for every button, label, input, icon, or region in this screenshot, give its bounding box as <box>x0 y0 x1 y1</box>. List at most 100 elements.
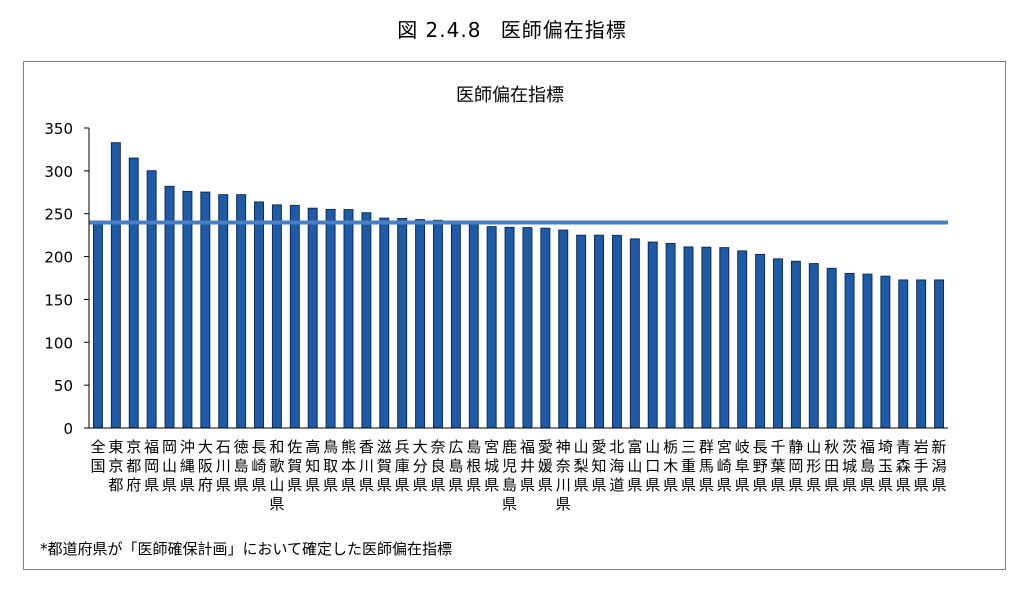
bar-4 <box>146 170 157 429</box>
bar-18 <box>397 218 408 429</box>
bar-34 <box>683 246 694 429</box>
x-tick-label-23: 宮城県 <box>484 438 499 494</box>
bar-31 <box>629 238 640 429</box>
x-tick-label-33: 栃木県 <box>663 438 678 494</box>
x-tick-label-9: 徳島県 <box>234 438 249 494</box>
x-tick-label-28: 山梨県 <box>574 438 589 494</box>
bar-24 <box>504 226 515 429</box>
bar-9 <box>236 194 247 429</box>
bar-33 <box>665 242 676 429</box>
x-tick-label-18: 兵庫県 <box>395 438 410 494</box>
bar-44 <box>862 273 873 429</box>
bar-29 <box>594 234 605 429</box>
bar-30 <box>611 234 622 429</box>
x-tick-label-27: 神奈川県 <box>556 438 571 513</box>
y-tick-label: 100 <box>44 334 73 352</box>
figure-number: 図 2.4.8 <box>397 18 482 42</box>
y-tick-label: 50 <box>54 377 73 395</box>
chart-title: 医師偏在指標 <box>456 85 564 106</box>
x-tick-label-7: 大阪府 <box>198 438 213 494</box>
bar-48 <box>934 279 945 429</box>
x-tick-label-20: 奈良県 <box>430 438 445 494</box>
bar-26 <box>540 227 551 429</box>
x-tick-label-30: 北海道 <box>609 438 624 494</box>
bar-16 <box>361 212 372 429</box>
bar-45 <box>880 275 891 429</box>
bar-6 <box>182 190 193 429</box>
bar-32 <box>647 241 658 429</box>
x-tick-label-35: 群馬県 <box>699 438 714 494</box>
bar-47 <box>916 279 927 429</box>
bar-17 <box>379 217 390 429</box>
x-tick-label-3: 京都府 <box>126 438 141 494</box>
bar-22 <box>468 222 479 429</box>
bar-15 <box>343 209 354 429</box>
x-tick-label-24: 鹿児島県 <box>502 438 517 513</box>
x-tick-label-41: 山形県 <box>806 438 821 494</box>
bar-1 <box>92 221 103 429</box>
x-tick-label-32: 山口県 <box>645 438 660 494</box>
bar-8 <box>218 194 229 429</box>
x-tick-label-26: 愛媛県 <box>538 438 553 494</box>
x-tick-label-36: 宮崎県 <box>717 438 732 494</box>
bar-21 <box>450 220 461 429</box>
x-tick-label-15: 熊本県 <box>341 438 356 494</box>
x-tick-label-2: 東京都 <box>108 438 123 494</box>
bar-12 <box>289 204 300 429</box>
x-tick-label-21: 広島県 <box>448 438 463 494</box>
x-tick-label-6: 沖縄県 <box>180 438 195 494</box>
x-tick-label-46: 青森県 <box>896 438 911 494</box>
x-tick-label-48: 新潟県 <box>932 438 947 494</box>
bar-20 <box>432 219 443 429</box>
x-tick-label-16: 香川県 <box>359 438 374 494</box>
bar-27 <box>558 229 569 429</box>
x-tick-label-39: 千葉県 <box>770 438 785 494</box>
bar-2 <box>110 142 121 429</box>
x-tick-label-19: 大分県 <box>413 438 428 494</box>
bar-11 <box>271 204 282 429</box>
x-tick-label-1: 全国 <box>90 438 105 475</box>
bar-19 <box>415 219 426 429</box>
x-tick-label-47: 岩手県 <box>914 438 929 494</box>
x-tick-label-10: 長崎県 <box>252 438 267 494</box>
bar-40 <box>790 260 801 429</box>
y-tick-label: 0 <box>63 420 73 438</box>
x-tick-label-12: 佐賀県 <box>287 438 302 494</box>
bar-37 <box>737 250 748 429</box>
y-tick-label: 200 <box>44 249 73 267</box>
footnote: *都道府県が「医師確保計画」において確定した医師偏在指標 <box>40 540 453 558</box>
y-tick-label: 150 <box>44 291 73 309</box>
bar-46 <box>898 279 909 429</box>
x-tick-label-44: 福島県 <box>860 438 875 494</box>
bar-38 <box>755 253 766 429</box>
figure-title: 図 2.4.8 医師偏在指標 <box>0 14 1024 43</box>
bar-25 <box>522 227 533 429</box>
bar-13 <box>307 207 318 429</box>
x-tick-label-8: 石川県 <box>216 438 231 494</box>
bar-14 <box>325 208 336 429</box>
x-tick-label-11: 和歌山県 <box>269 438 284 513</box>
bar-10 <box>254 201 264 429</box>
x-tick-label-45: 埼玉県 <box>878 438 893 494</box>
x-tick-label-43: 茨城県 <box>842 438 857 494</box>
bar-39 <box>773 258 783 429</box>
bar-42 <box>826 267 837 429</box>
x-tick-label-40: 静岡県 <box>788 438 803 494</box>
x-tick-label-42: 秋田県 <box>824 438 839 494</box>
x-tick-label-37: 岐阜県 <box>735 438 750 494</box>
y-tick-label: 250 <box>44 206 73 224</box>
x-tick-label-25: 福井県 <box>520 438 535 494</box>
bar-28 <box>576 234 587 429</box>
bar-41 <box>808 263 819 429</box>
bar-23 <box>486 226 497 429</box>
x-tick-label-38: 長野県 <box>753 438 768 494</box>
x-tick-label-31: 富山県 <box>627 438 642 494</box>
x-tick-label-34: 三重県 <box>681 438 696 494</box>
bar-3 <box>128 157 139 429</box>
bar-7 <box>200 191 211 429</box>
bar-36 <box>719 247 730 429</box>
x-tick-label-13: 高知県 <box>305 438 320 494</box>
bar-35 <box>701 246 712 429</box>
x-tick-label-22: 島根県 <box>466 438 481 494</box>
x-tick-label-4: 福岡県 <box>144 438 159 494</box>
